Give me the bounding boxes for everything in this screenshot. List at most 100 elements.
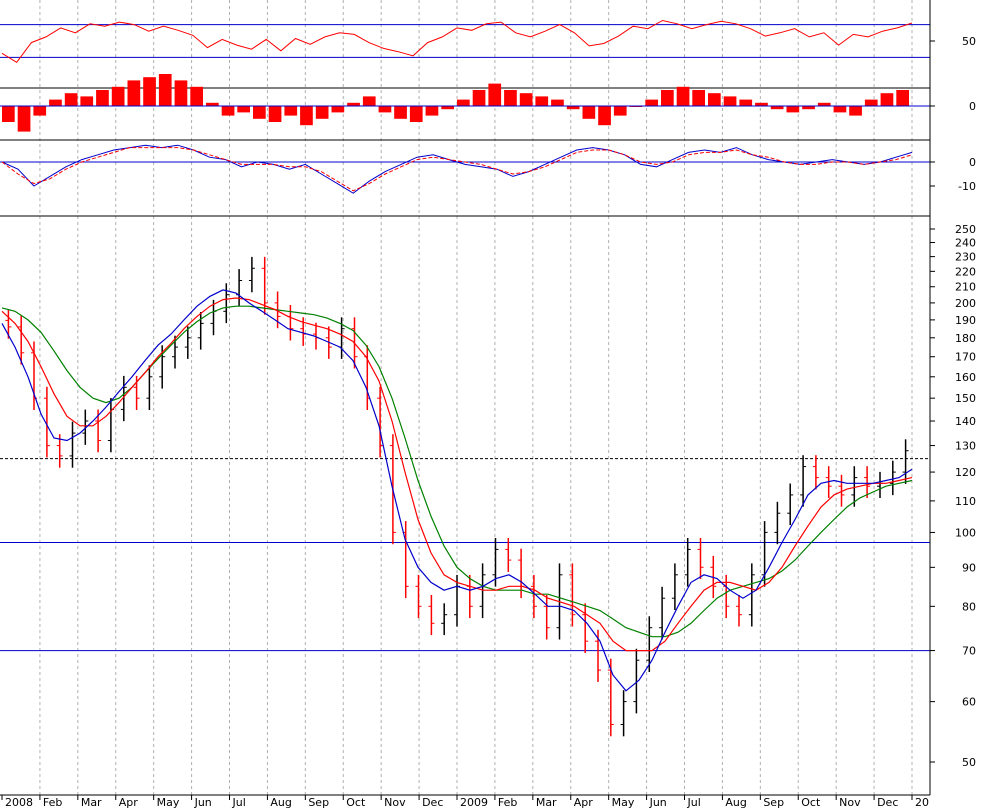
x-tick-label: 2009 — [460, 796, 488, 809]
x-tick-label: Nov — [384, 796, 406, 809]
momentum-bar — [49, 99, 62, 106]
momentum-bar — [331, 106, 345, 113]
x-tick-label: Nov — [839, 796, 861, 809]
y-tick-label: 180 — [955, 332, 976, 345]
momentum-bar — [268, 106, 282, 122]
momentum-bar — [864, 99, 878, 106]
x-tick-label: Sep — [763, 796, 784, 809]
momentum-bar — [551, 99, 564, 106]
x-tick-label: Jul — [687, 796, 701, 809]
x-tick-label: Sep — [308, 796, 329, 809]
momentum-bar — [833, 106, 847, 113]
momentum-bar — [237, 106, 250, 113]
momentum-bar — [786, 106, 800, 113]
momentum-bar — [174, 80, 188, 106]
macd-line — [1, 144, 913, 194]
x-tick-label: Oct — [801, 796, 821, 809]
y-tick-label: 190 — [955, 314, 976, 327]
momentum-bar — [849, 106, 862, 116]
momentum-bar — [723, 96, 737, 106]
x-tick-label: Aug — [270, 796, 291, 809]
momentum-bar — [896, 90, 909, 106]
momentum-bar — [33, 106, 47, 116]
y-tick-label: 0 — [969, 156, 976, 169]
momentum-bar — [708, 93, 721, 106]
momentum-bar — [676, 86, 690, 106]
momentum-bar — [519, 93, 533, 106]
y-tick-label: 110 — [955, 495, 976, 508]
momentum-bar — [817, 102, 831, 106]
x-tick-label: Apr — [574, 796, 594, 809]
momentum-bar — [645, 99, 658, 106]
y-tick-label: 100 — [955, 526, 976, 539]
vertical-gridlines — [39, 0, 913, 795]
momentum-bar — [472, 90, 486, 106]
macd-panel — [0, 144, 930, 217]
momentum-bar — [111, 86, 125, 106]
y-tick-label: 120 — [955, 466, 976, 479]
rsi-line — [1, 19, 913, 63]
y-tick-label: 90 — [962, 561, 976, 574]
y-tick-label: 170 — [955, 351, 976, 364]
y-tick-label: 210 — [955, 281, 976, 294]
y-tick-label: 60 — [962, 696, 976, 709]
x-tick-label: Dec — [422, 796, 443, 809]
y-tick-label: 70 — [962, 645, 976, 658]
moving-average-long — [1, 305, 913, 638]
y-tick-label: 230 — [955, 251, 976, 264]
x-tick-label: Jul — [232, 796, 246, 809]
momentum-panel — [0, 74, 930, 141]
y-tick-label: -10 — [958, 180, 976, 193]
momentum-bar — [80, 96, 94, 106]
momentum-bar — [425, 106, 439, 116]
y-tick-label: 200 — [955, 297, 976, 310]
y-tick-label: 0 — [969, 100, 976, 113]
momentum-bar — [300, 106, 313, 126]
y-axis: 50 0 0 -10 50 60 70 80 90 100 110 120 130 140 150 160 17… — [929, 0, 976, 795]
momentum-bar — [206, 102, 219, 106]
momentum-bar — [378, 106, 392, 113]
momentum-bar — [158, 74, 172, 106]
momentum-bar — [880, 93, 894, 106]
x-tick-label: Apr — [119, 796, 139, 809]
momentum-bar — [535, 96, 549, 106]
momentum-bar — [802, 106, 815, 110]
momentum-bar — [739, 99, 753, 106]
momentum-bar — [457, 99, 470, 106]
momentum-bar — [221, 106, 235, 116]
momentum-bar — [692, 90, 705, 106]
momentum-bar — [613, 106, 627, 116]
momentum-bar — [315, 106, 329, 119]
x-tick-label: 2008 — [5, 796, 33, 809]
momentum-bar — [362, 96, 376, 106]
momentum-bar — [394, 106, 407, 119]
x-tick-label: Mar — [536, 796, 557, 809]
moving-average-short — [1, 289, 913, 692]
momentum-bar — [253, 106, 266, 119]
momentum-bar — [566, 106, 580, 110]
y-tick-label: 80 — [962, 600, 976, 613]
y-tick-label: 160 — [955, 371, 976, 384]
momentum-bar — [96, 90, 109, 106]
momentum-bar — [582, 106, 596, 119]
momentum-bar — [347, 102, 360, 106]
momentum-bar — [504, 90, 517, 106]
y-tick-label: 240 — [955, 237, 976, 250]
y-tick-label: 140 — [955, 415, 976, 428]
macd-signal-line — [1, 147, 913, 192]
x-tick-label: Feb — [43, 796, 62, 809]
price-panel — [0, 256, 930, 737]
momentum-bar — [441, 106, 454, 110]
y-tick-label: 250 — [955, 223, 976, 236]
momentum-bar — [284, 106, 298, 116]
x-tick-label: Jun — [194, 796, 212, 809]
y-tick-label: 220 — [955, 265, 976, 278]
x-tick-label: Oct — [346, 796, 366, 809]
y-tick-label: 50 — [962, 756, 976, 769]
momentum-bar — [2, 106, 15, 122]
x-tick-label: Feb — [498, 796, 517, 809]
moving-average-mid — [1, 297, 913, 652]
momentum-bar — [143, 77, 156, 106]
